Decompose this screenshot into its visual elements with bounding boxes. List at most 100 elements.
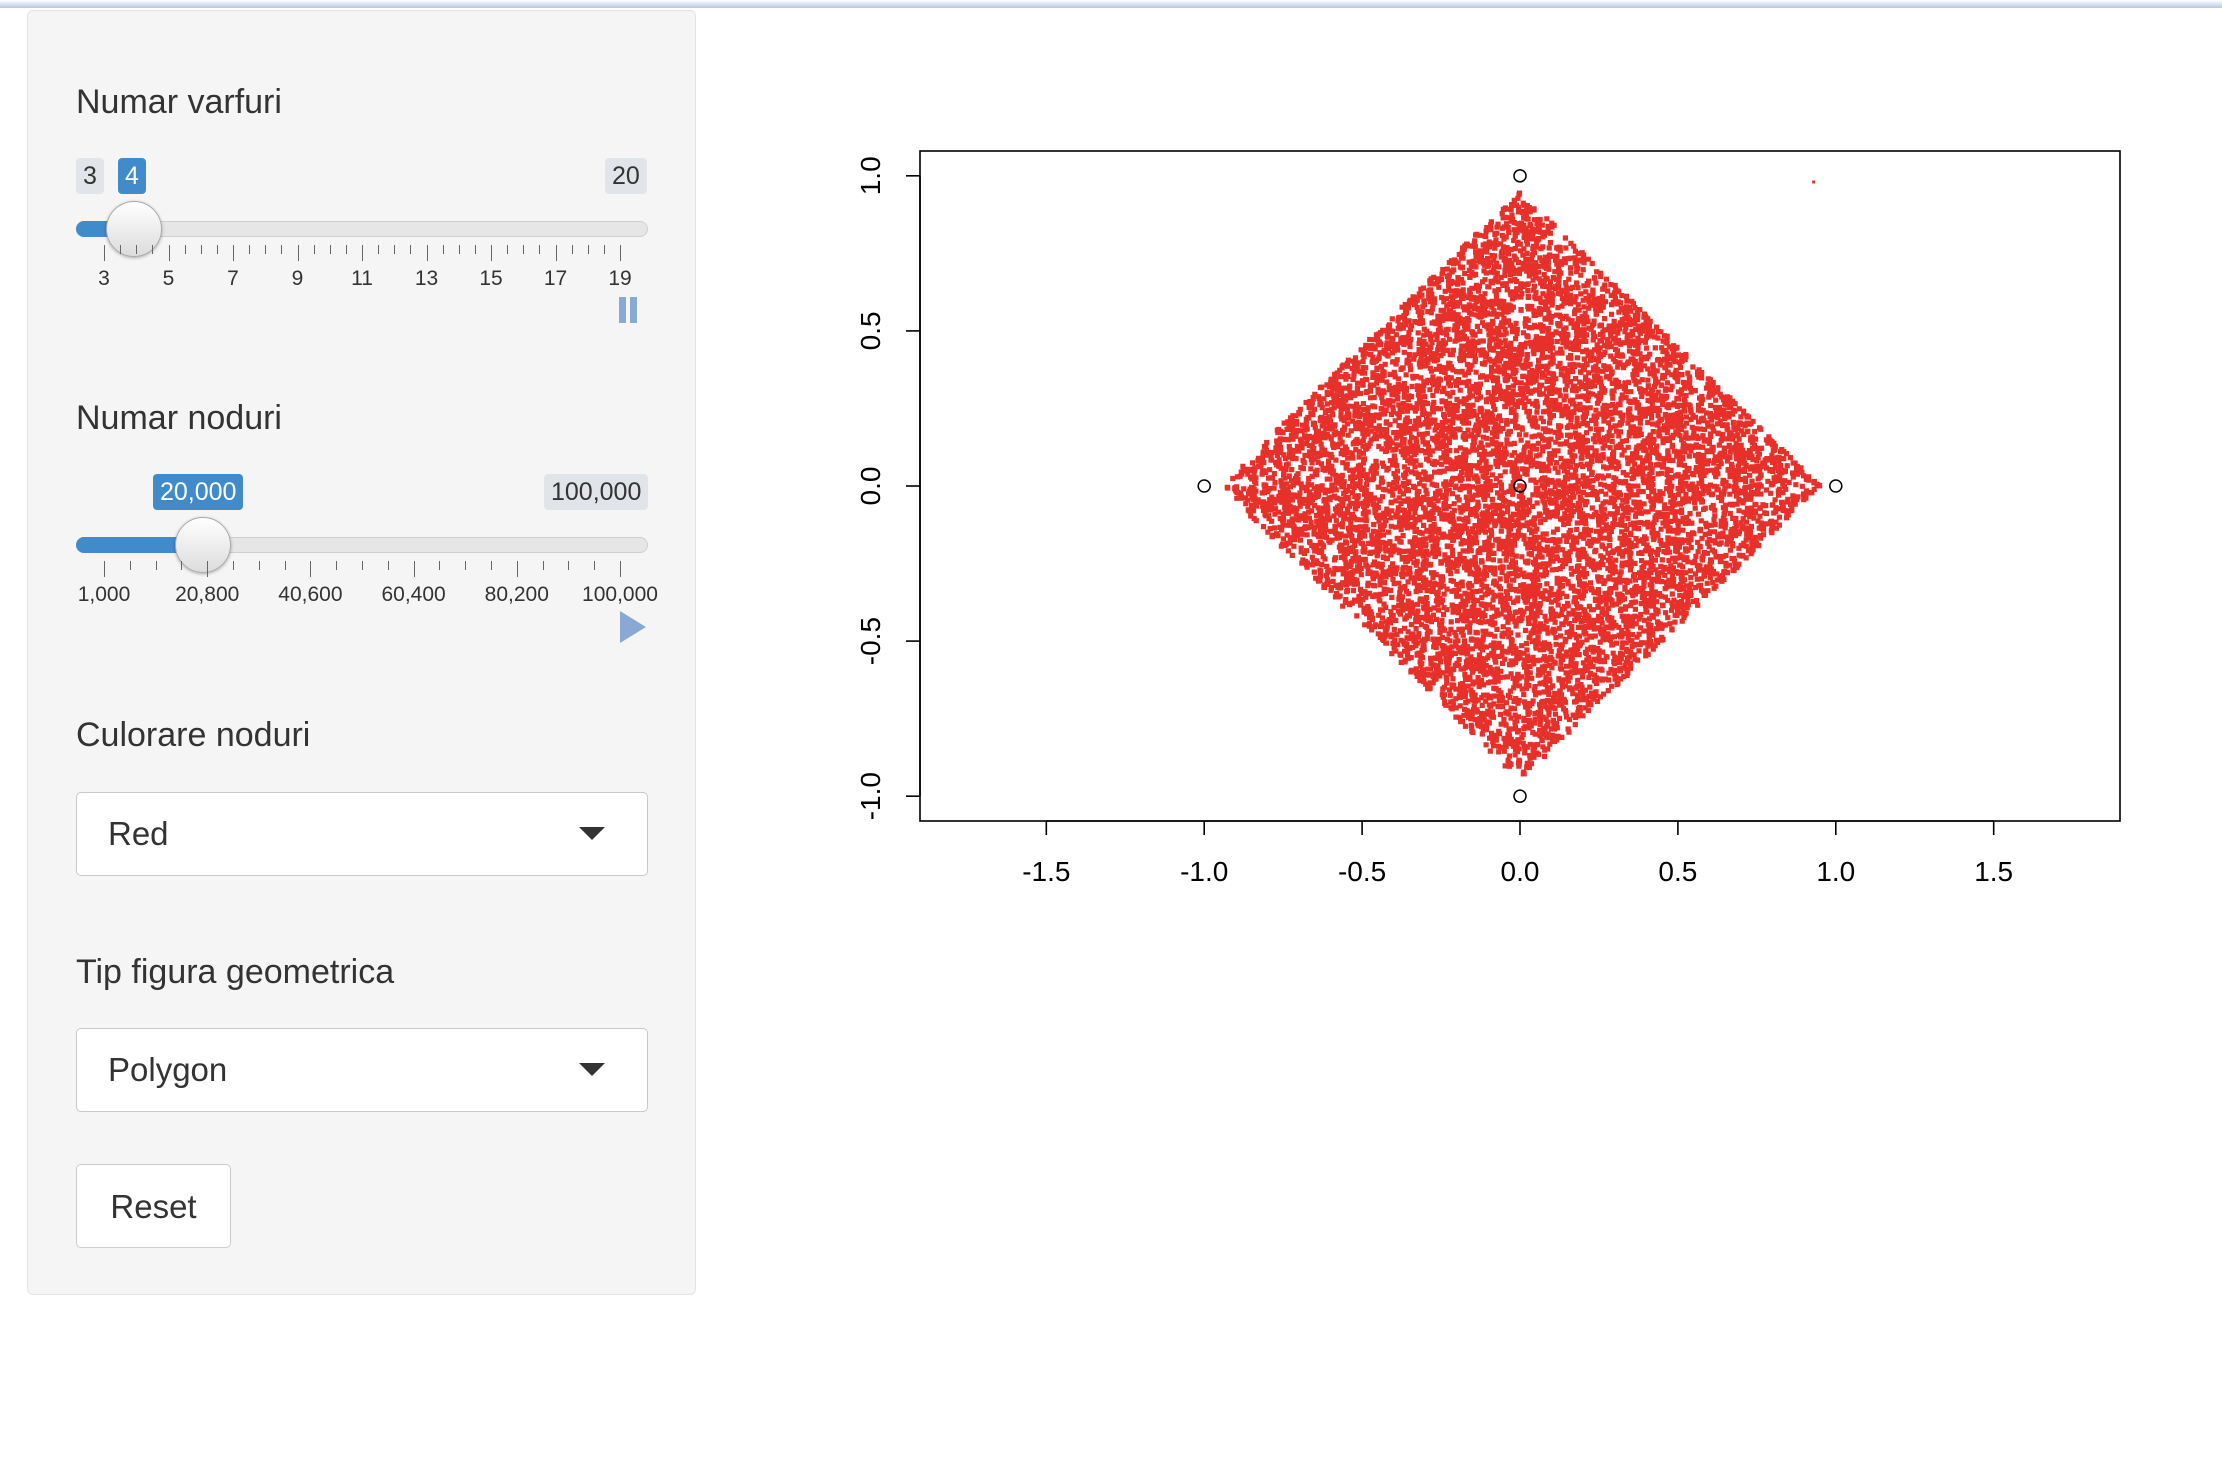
slider-minor-tick <box>362 561 363 570</box>
x-tick-label: 1.5 <box>1974 856 2013 887</box>
nodes-slider-ticks: 1,000 20,800 40,600 60,400 80,200 100,000 <box>76 561 658 606</box>
slider-minor-tick <box>155 561 157 570</box>
slider-minor-tick <box>603 245 605 254</box>
slider-major-tick <box>207 561 209 577</box>
slider-minor-tick <box>523 245 525 254</box>
nodes-slider-handle[interactable] <box>175 517 232 573</box>
nodes-tick-label: 20,800 <box>175 583 240 606</box>
slider-minor-tick <box>345 245 347 254</box>
slider-major-tick <box>620 561 621 577</box>
x-tick-label: -1.0 <box>1180 856 1228 887</box>
slider-minor-tick <box>281 245 283 254</box>
slider-major-tick <box>104 561 105 577</box>
color-select-value: Red <box>108 815 169 852</box>
slider-major-tick <box>426 245 428 261</box>
plot-markers <box>1197 169 1843 803</box>
x-axis: -1.5 -1.0 -0.5 0.0 0.5 1.0 1.5 <box>1022 820 2013 887</box>
chevron-down-icon <box>579 1063 605 1076</box>
vertices-max-tag: 20 <box>605 158 647 194</box>
slider-major-tick <box>413 561 415 577</box>
slider-minor-tick <box>442 245 444 254</box>
shape-select-value: Polygon <box>108 1051 228 1088</box>
slider-minor-tick <box>507 245 509 254</box>
slider-minor-tick <box>216 245 218 254</box>
nodes-label: Numar noduri <box>76 399 282 437</box>
x-tick-label: 1.0 <box>1816 856 1855 887</box>
slider-minor-tick <box>284 561 286 570</box>
stray-point <box>1812 180 1816 184</box>
slider-minor-tick <box>387 561 389 570</box>
vertices-tick-label: 17 <box>543 267 568 290</box>
vertices-tick-label: 19 <box>608 267 632 290</box>
vertices-tick-label: 15 <box>479 267 503 290</box>
slider-minor-tick <box>394 245 396 254</box>
slider-major-tick <box>104 245 105 261</box>
slider-minor-tick <box>465 561 467 570</box>
slider-minor-tick <box>200 245 202 254</box>
shape-select[interactable]: Polygon <box>76 1028 648 1112</box>
slider-minor-tick <box>258 561 260 570</box>
nodes-tick-label: 100,000 <box>582 583 658 606</box>
vertex-marker <box>1513 479 1527 493</box>
chaos-game-plot: -1.5 -1.0 -0.5 0.0 0.5 1.0 1.5 -1.0 -0.5 0.0 0.5 1… <box>855 150 2121 887</box>
slider-minor-tick <box>313 245 315 254</box>
x-tick-label: -1.5 <box>1022 856 1070 887</box>
slider-minor-tick <box>410 245 412 254</box>
nodes-tick-label: 80,200 <box>484 583 549 606</box>
nodes-max-tag: 100,000 <box>544 474 649 510</box>
vertices-value-tag: 4 <box>118 158 146 194</box>
plot-points <box>1224 190 1823 777</box>
slider-major-tick <box>297 245 299 261</box>
slider-minor-tick <box>491 561 492 570</box>
slider-minor-tick <box>587 245 589 254</box>
x-tick-label: 0.5 <box>1658 856 1697 887</box>
reset-button[interactable]: Reset <box>76 1164 231 1248</box>
slider-minor-tick <box>120 245 122 254</box>
slider-major-tick <box>620 245 621 261</box>
chevron-down-icon <box>579 827 605 840</box>
vertices-slider-handle[interactable] <box>106 201 163 257</box>
nodes-value-tag: 20,000 <box>153 474 244 510</box>
x-tick-label: -0.5 <box>1338 856 1386 887</box>
slider-major-tick <box>491 245 492 261</box>
vertices-tick-label: 5 <box>162 267 175 290</box>
vertices-tick-label: 9 <box>291 267 304 290</box>
vertex-marker <box>1513 789 1527 803</box>
vertices-slider-ticks: 3 5 7 9 11 13 15 17 19 <box>76 245 648 290</box>
vertices-tick-label: 3 <box>98 267 110 290</box>
slider-minor-tick <box>181 561 183 570</box>
slider-minor-tick <box>439 561 441 570</box>
shape-label: Tip figura geometrica <box>76 953 395 991</box>
slider-minor-tick <box>336 561 338 570</box>
nodes-tick-label: 1,000 <box>77 583 131 606</box>
sidebar-panel: Numar varfuri 3 4 20 3 5 7 9 11 13 15 17 19 Numa… <box>27 10 696 1295</box>
slider-major-tick <box>310 561 312 577</box>
slider-minor-tick <box>136 245 138 254</box>
vertices-tick-label: 11 <box>351 267 373 290</box>
color-label: Culorare noduri <box>76 716 311 754</box>
slider-minor-tick <box>594 561 596 570</box>
vertices-label: Numar varfuri <box>76 83 282 121</box>
y-axis: -1.0 -0.5 0.0 0.5 1.0 <box>855 156 921 820</box>
fractal-point-cloud <box>1224 190 1823 777</box>
vertex-marker <box>1829 479 1843 493</box>
color-select[interactable]: Red <box>76 792 648 876</box>
slider-major-tick <box>168 245 170 261</box>
nodes-slider-fill <box>76 537 204 553</box>
nodes-tick-label: 40,600 <box>278 583 343 606</box>
slider-minor-tick <box>571 245 573 254</box>
slider-minor-tick <box>568 561 570 570</box>
pause-icon[interactable] <box>619 297 639 323</box>
window-top-border <box>0 0 2222 8</box>
y-tick-label: 0.5 <box>855 311 886 350</box>
vertices-min-tag: 3 <box>76 158 104 194</box>
slider-minor-tick <box>152 245 154 254</box>
y-tick-label: 0.0 <box>855 467 886 506</box>
slider-minor-tick <box>474 245 476 254</box>
slider-minor-tick <box>265 245 267 254</box>
slider-minor-tick <box>184 245 186 254</box>
play-icon[interactable] <box>620 611 646 643</box>
vertex-marker <box>1197 479 1211 493</box>
slider-major-tick <box>362 245 363 261</box>
vertices-tick-label: 7 <box>227 267 239 290</box>
